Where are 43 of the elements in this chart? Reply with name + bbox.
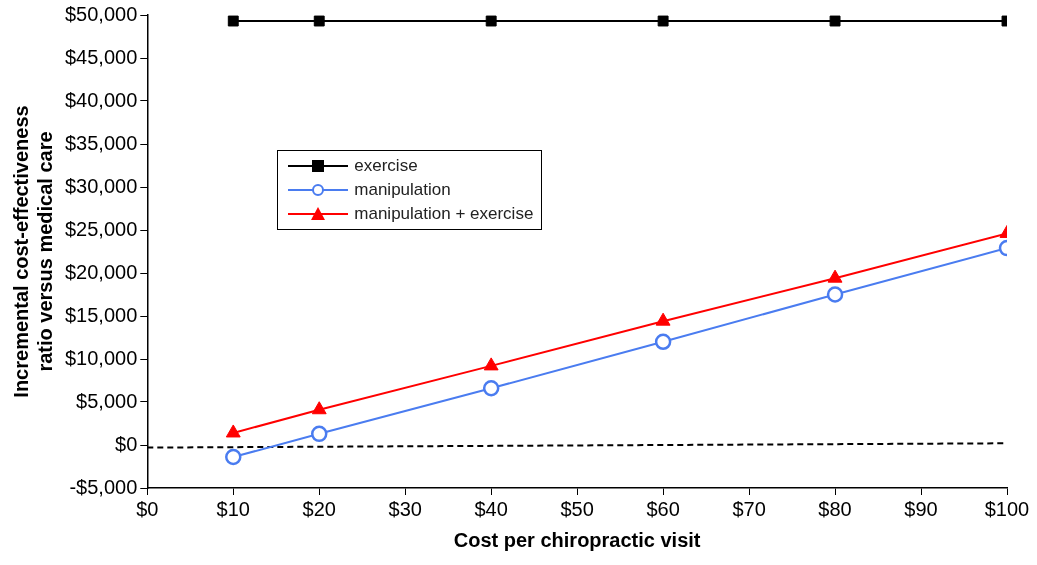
y-tick-label: $50,000: [65, 2, 138, 25]
y-tick-label: $25,000: [65, 217, 138, 240]
x-tick-label: $50: [560, 497, 594, 520]
point: [225, 424, 241, 438]
x-tick-label: $20: [302, 497, 336, 520]
legend-label: manipulation + exercise: [354, 204, 534, 224]
y-tick-label: -$5,000: [69, 475, 138, 498]
point: [310, 425, 328, 443]
point: [485, 15, 497, 27]
point: [313, 15, 325, 27]
x-tick-label: $30: [388, 497, 422, 520]
y-tick-label: $40,000: [65, 88, 138, 111]
point: [657, 15, 669, 27]
point: [225, 448, 242, 466]
point: [483, 357, 499, 371]
x-tick-label: $70: [732, 497, 766, 520]
x-tick-label: $100: [984, 497, 1030, 520]
y-tick-label: $0: [115, 432, 138, 455]
legend-label: manipulation: [354, 180, 451, 200]
y-tick-label: $45,000: [65, 45, 138, 68]
y-tick-label: $35,000: [65, 131, 138, 154]
point: [829, 15, 841, 27]
y-tick-label: $15,000: [65, 303, 138, 326]
point: [482, 379, 500, 397]
x-tick-label: $40: [474, 497, 508, 520]
point: [311, 401, 327, 415]
point: [826, 286, 844, 303]
x-tick-label: $10: [216, 497, 250, 520]
x-tick-label: $60: [646, 497, 680, 520]
y-axis-title: Incremental cost-effectiveness ratio versus medical care: [9, 105, 56, 398]
point: [227, 15, 239, 27]
x-tick-label: $90: [904, 497, 938, 520]
point: [655, 312, 671, 326]
x-tick-label: $80: [818, 497, 852, 520]
y-tick-label: $30,000: [65, 174, 138, 197]
point: [827, 269, 843, 283]
x-tick-label: $0: [136, 497, 159, 520]
x-axis-title: Cost per chiropractic visit: [453, 528, 701, 551]
point: [654, 333, 672, 351]
y-tick-label: $20,000: [65, 260, 138, 283]
y-tick-label: $5,000: [76, 389, 138, 412]
legend-label: exercise: [354, 156, 418, 176]
y-tick-label: $10,000: [65, 346, 138, 369]
